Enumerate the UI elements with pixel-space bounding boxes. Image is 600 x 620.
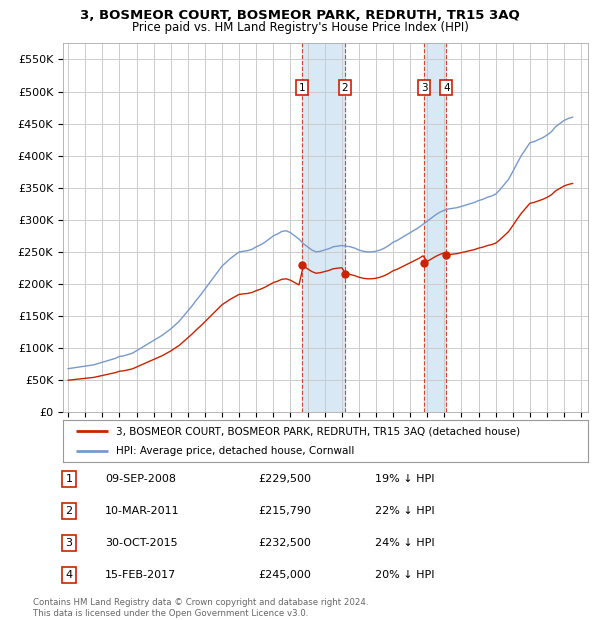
Text: Contains HM Land Registry data © Crown copyright and database right 2024.: Contains HM Land Registry data © Crown c… (33, 598, 368, 607)
Text: 2: 2 (65, 506, 73, 516)
Bar (302, 43, 345, 412)
Text: 20% ↓ HPI: 20% ↓ HPI (375, 570, 434, 580)
Text: 1: 1 (65, 474, 73, 484)
Text: £229,500: £229,500 (258, 474, 311, 484)
Text: HPI: Average price, detached house, Cornwall: HPI: Average price, detached house, Corn… (115, 446, 354, 456)
Text: £215,790: £215,790 (258, 506, 311, 516)
Text: 2: 2 (341, 82, 349, 92)
Text: 3, BOSMEOR COURT, BOSMEOR PARK, REDRUTH, TR15 3AQ: 3, BOSMEOR COURT, BOSMEOR PARK, REDRUTH,… (80, 9, 520, 22)
Text: 10-MAR-2011: 10-MAR-2011 (105, 506, 179, 516)
Text: 22% ↓ HPI: 22% ↓ HPI (375, 506, 434, 516)
Text: 3: 3 (421, 82, 428, 92)
Text: 4: 4 (443, 82, 450, 92)
Text: 15-FEB-2017: 15-FEB-2017 (105, 570, 176, 580)
Text: 3: 3 (65, 538, 73, 548)
Text: 30-OCT-2015: 30-OCT-2015 (105, 538, 178, 548)
Text: 4: 4 (65, 570, 73, 580)
Text: This data is licensed under the Open Government Licence v3.0.: This data is licensed under the Open Gov… (33, 609, 308, 618)
Text: 3, BOSMEOR COURT, BOSMEOR PARK, REDRUTH, TR15 3AQ (detached house): 3, BOSMEOR COURT, BOSMEOR PARK, REDRUTH,… (115, 426, 520, 436)
Text: 09-SEP-2008: 09-SEP-2008 (105, 474, 176, 484)
Text: 1: 1 (299, 82, 305, 92)
Text: Price paid vs. HM Land Registry's House Price Index (HPI): Price paid vs. HM Land Registry's House … (131, 21, 469, 34)
Bar (424, 43, 446, 412)
Text: 19% ↓ HPI: 19% ↓ HPI (375, 474, 434, 484)
Text: £232,500: £232,500 (258, 538, 311, 548)
Text: 24% ↓ HPI: 24% ↓ HPI (375, 538, 434, 548)
Text: £245,000: £245,000 (258, 570, 311, 580)
